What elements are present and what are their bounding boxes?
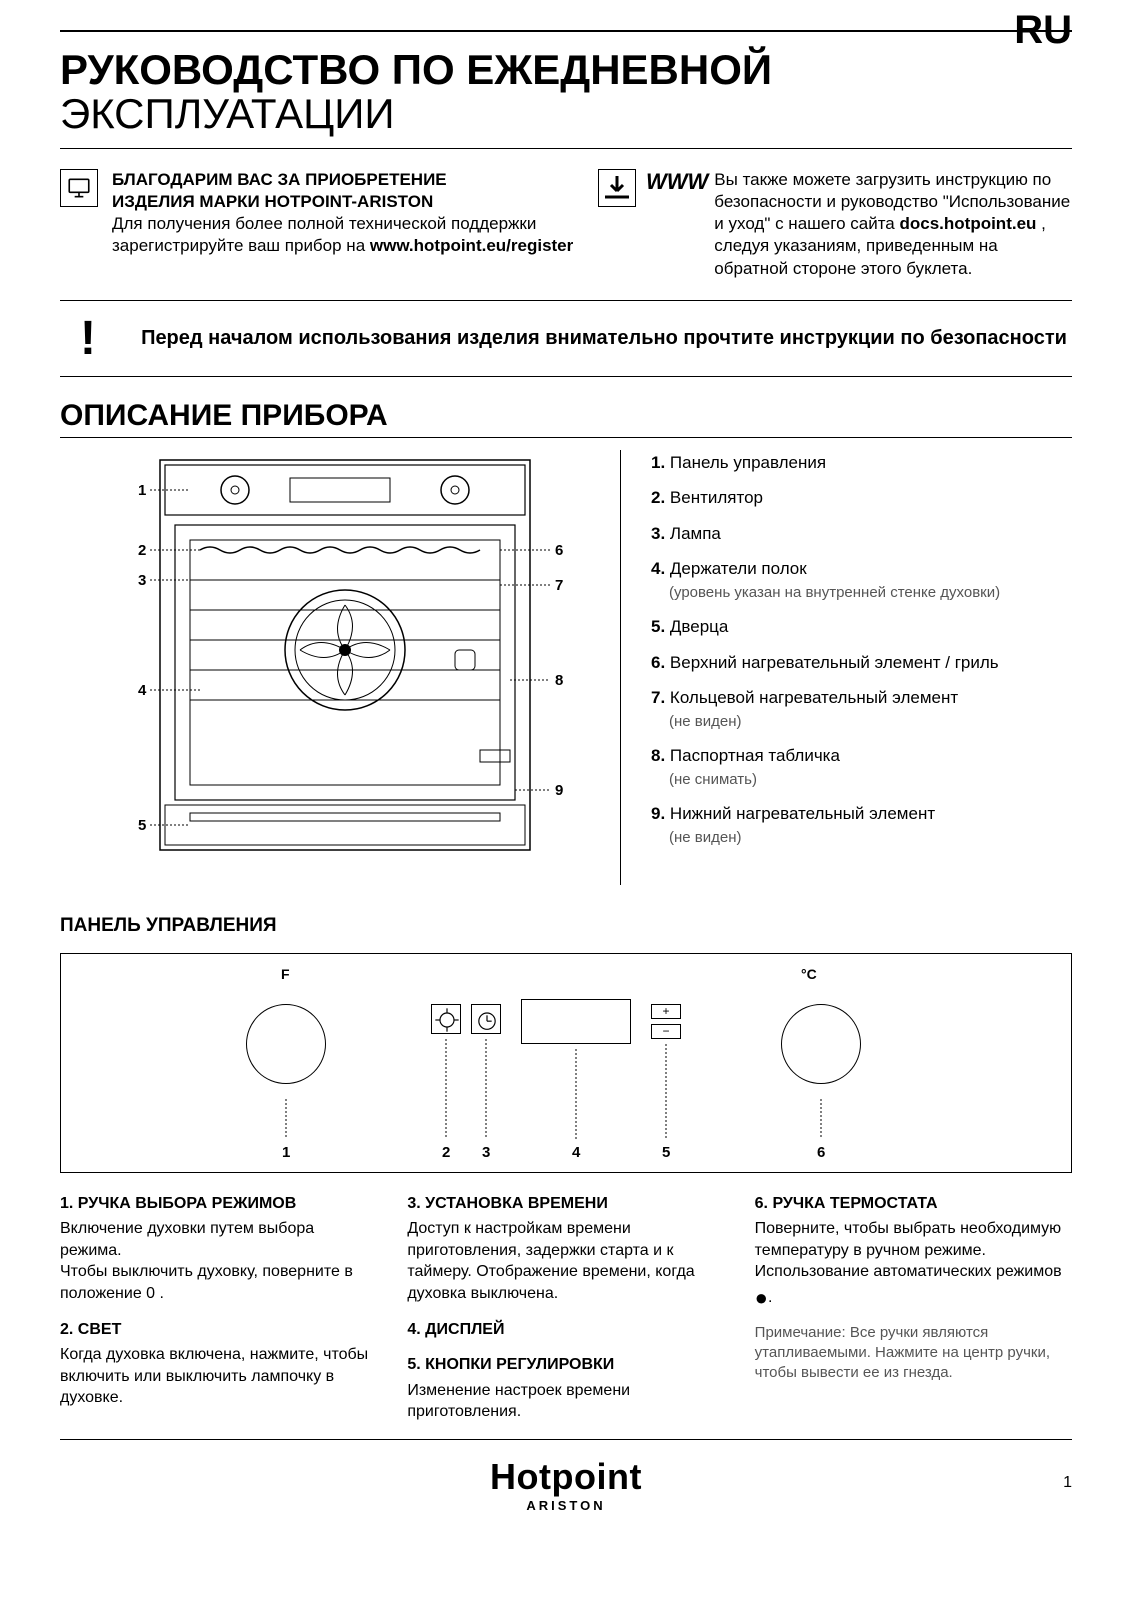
legend-item: 5. Дверца [651,614,1072,640]
svg-text:1: 1 [138,482,146,499]
svg-text:2: 2 [138,542,146,559]
intro-left: БЛАГОДАРИМ ВАС ЗА ПРИОБРЕТЕНИЕ ИЗДЕЛИЯ М… [112,169,586,257]
monitor-icon [60,169,98,207]
panel-num-1: 1 [282,1144,290,1161]
h-mode-knob: 1. РУЧКА ВЫБОРА РЕЖИМОВ [60,1193,377,1215]
panel-num-3: 3 [482,1144,490,1161]
legend-item: 9. Нижний нагревательный элемент(не виде… [651,801,1072,849]
warning-text: Перед началом использования изделия вним… [136,327,1072,350]
minus-button: − [651,1024,681,1039]
intro-right-wrap: WWW Вы также можете загрузить инструкцию… [598,169,1072,279]
panel-label-f: F [281,966,290,982]
p-adjust: Изменение настроек времени приготовления… [407,1380,724,1423]
section-description: ОПИСАНИЕ ПРИБОРА [60,399,1072,438]
svg-text:8: 8 [555,672,563,689]
legend-list: 1. Панель управления 2. Вентилятор 3. Ламп… [620,450,1072,885]
h-light: 2. СВЕТ [60,1319,377,1341]
panel-num-4: 4 [572,1144,580,1161]
panel-num-6: 6 [817,1144,825,1161]
p-thermostat: Поверните, чтобы выбрать необходимую тем… [755,1218,1072,1312]
svg-text:7: 7 [555,577,563,594]
svg-text:3: 3 [138,572,146,589]
panel-col-3: 6. РУЧКА ТЕРМОСТАТА Поверните, чтобы выб… [755,1193,1072,1423]
footer-brand: Hotpoint [60,1456,1072,1498]
panel-num-2: 2 [442,1144,450,1161]
legend-item: 6. Верхний нагревательный элемент / грил… [651,650,1072,676]
legend-item: 1. Панель управления [651,450,1072,476]
footer: Hotpoint ARISTON 1 [60,1456,1072,1513]
svg-text:9: 9 [555,782,563,799]
time-button [471,1004,501,1034]
control-panel-diagram: F °C + − 1 2 3 4 5 6 [60,953,1072,1173]
panel-num-5: 5 [662,1144,670,1161]
footer-sub: ARISTON [60,1498,1072,1513]
p-time: Доступ к настройкам времени приготовлени… [407,1218,724,1304]
p-mode-a: Включение духовки путем выбора режима. [60,1218,377,1261]
h-time: 3. УСТАНОВКА ВРЕМЕНИ [407,1193,724,1215]
p-thermostat-text: Поверните, чтобы выбрать необходимую тем… [755,1220,1062,1280]
h-adjust: 5. КНОПКИ РЕГУЛИРОВКИ [407,1354,724,1376]
p-note: Примечание: Все ручки являются утапливае… [755,1323,1072,1384]
p-light: Когда духовка включена, нажмите, чтобы в… [60,1344,377,1409]
subsection-panel: ПАНЕЛЬ УПРАВЛЕНИЯ [60,915,1072,937]
intro-left-bold1: БЛАГОДАРИМ ВАС ЗА ПРИОБРЕТЕНИЕ [112,169,586,191]
thermostat-dial [781,1004,861,1084]
h-thermostat: 6. РУЧКА ТЕРМОСТАТА [755,1193,1072,1215]
light-button [431,1004,461,1034]
svg-text:5: 5 [138,817,146,834]
mode-dial [246,1004,326,1084]
legend-item: 8. Паспортная табличка(не снимать) [651,743,1072,791]
download-icon [598,169,636,207]
legend-item: 2. Вентилятор [651,485,1072,511]
h-display: 4. ДИСПЛЕЙ [407,1319,724,1341]
intro-left-bold2: ИЗДЕЛИЯ МАРКИ HOTPOINT-ARISTON [112,191,586,213]
legend-item: 7. Кольцевой нагревательный элемент(не в… [651,685,1072,733]
oven-diagram: 1 2 3 4 5 6 7 8 9 [60,450,580,885]
www-label: WWW [646,169,708,195]
intro-right-link: docs.hotpoint.eu [899,214,1036,233]
title-bold: РУКОВОДСТВО ПО ЕЖЕДНЕВНОЙ [60,46,772,93]
warning-row: ! Перед началом использования изделия вн… [60,300,1072,377]
svg-text:4: 4 [138,682,147,699]
plus-button: + [651,1004,681,1019]
divider [60,148,1072,149]
display-box [521,999,631,1044]
warning-icon: ! [80,311,96,366]
p-mode-b: Чтобы выключить духовку, поверните в пол… [60,1261,377,1304]
legend-item: 4. Держатели полок(уровень указан на вну… [651,556,1072,604]
intro-row: БЛАГОДАРИМ ВАС ЗА ПРИОБРЕТЕНИЕ ИЗДЕЛИЯ М… [60,169,1072,279]
intro-right: Вы также можете загрузить инструкцию по … [714,169,1072,279]
intro-left-link: www.hotpoint.eu/register [370,236,573,255]
panel-col-1: 1. РУЧКА ВЫБОРА РЕЖИМОВ Включение духовк… [60,1193,377,1423]
description-row: 1 2 3 4 5 6 7 8 9 1. Панель управления 2.… [60,450,1072,885]
panel-col-2: 3. УСТАНОВКА ВРЕМЕНИ Доступ к настройкам… [407,1193,724,1423]
dot-icon: ● [755,1285,768,1310]
register-icon-box [60,169,100,207]
svg-text:6: 6 [555,542,563,559]
title-light: ЭКСПЛУАТАЦИИ [60,90,395,137]
page-title: РУКОВОДСТВО ПО ЕЖЕДНЕВНОЙ ЭКСПЛУАТАЦИИ [60,30,1072,136]
panel-columns: 1. РУЧКА ВЫБОРА РЕЖИМОВ Включение духовк… [60,1193,1072,1440]
legend-item: 3. Лампа [651,521,1072,547]
panel-label-c: °C [801,966,817,982]
language-tag: RU [1014,8,1072,53]
page-number: 1 [1063,1474,1072,1492]
